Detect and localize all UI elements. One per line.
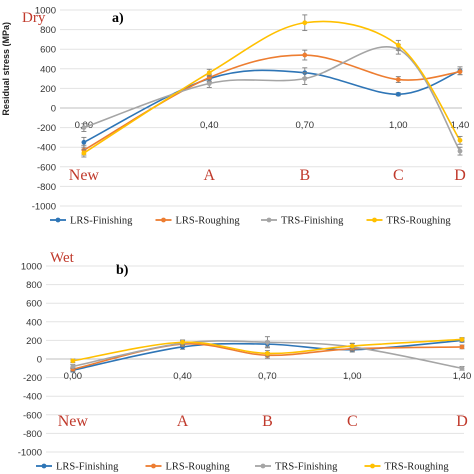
legend-marker: [260, 463, 266, 469]
data-point: [180, 339, 185, 345]
category-label-d: D: [454, 167, 466, 184]
data-point: [70, 358, 76, 364]
y-tick-label: 400: [26, 317, 42, 328]
data-point: [459, 365, 465, 371]
series-line-trs-finishing: [83, 46, 461, 152]
x-tick-label: 0,00: [64, 371, 83, 382]
data-point: [81, 125, 87, 130]
condition-label: Wet: [50, 250, 75, 266]
legend-label-lrs-roughing: LRS-Roughing: [176, 216, 241, 227]
data-point: [395, 77, 401, 82]
x-tick-label: 1,00: [389, 120, 408, 131]
category-label-a: A: [177, 413, 189, 430]
data-point: [302, 76, 308, 81]
data-point: [206, 81, 212, 86]
x-tick-label: 1,40: [451, 120, 470, 131]
legend-marker: [161, 217, 166, 223]
series-trs-roughing: [81, 14, 463, 158]
y-axis-label: Residual stress (MPa): [1, 22, 11, 116]
data-point: [457, 137, 463, 143]
legend-label-lrs-finishing: LRS-Finishing: [70, 216, 133, 227]
y-tick-label: 800: [26, 280, 42, 291]
data-point: [81, 150, 87, 156]
series-line-trs-roughing: [83, 20, 461, 154]
legend-marker: [266, 217, 272, 223]
category-label-b: B: [299, 167, 310, 184]
x-tick-label: 0,70: [296, 120, 315, 131]
category-label-c: C: [347, 413, 358, 430]
legend-marker: [55, 217, 61, 223]
panel-label: b): [116, 263, 129, 278]
x-tick-label: 0,70: [258, 371, 277, 382]
data-point: [349, 343, 355, 349]
legend: LRS-Finishing LRS-Roughing TRS-Finishing TR…: [50, 216, 451, 227]
chart-panel-dry: 1000 800 600 400 200 0 -200 -400 -600 -800 -1000 Re…: [1, 6, 469, 227]
y-tick-label: -600: [23, 410, 42, 421]
series-trs-roughing: [70, 337, 465, 364]
data-point: [457, 69, 463, 75]
x-tick-label: 1,00: [343, 371, 362, 382]
data-point: [265, 339, 270, 345]
legend-label-trs-roughing: TRS-Roughing: [385, 462, 450, 473]
x-tick-label: 1,40: [453, 371, 472, 382]
series-lrs-roughing: [81, 49, 463, 156]
y-tick-label: 600: [26, 299, 42, 310]
category-label-b: B: [262, 413, 273, 430]
category-label-d: D: [456, 413, 468, 430]
legend-marker: [151, 463, 156, 469]
series-line-lrs-finishing: [83, 69, 461, 144]
y-tick-label: -800: [37, 182, 56, 193]
data-point: [302, 52, 308, 58]
y-tick-label: -400: [37, 143, 56, 154]
legend-label-lrs-roughing: LRS-Roughing: [166, 462, 231, 473]
y-tick-label: 0: [37, 355, 42, 366]
legend-marker: [41, 463, 47, 469]
data-point: [265, 351, 270, 356]
data-point: [459, 337, 465, 342]
y-tick-label: 0: [51, 104, 56, 115]
data-point: [302, 20, 308, 26]
legend-marker: [372, 217, 377, 223]
data-point: [395, 91, 401, 97]
legend-label-lrs-finishing: LRS-Finishing: [56, 462, 119, 473]
y-tick-label: 800: [40, 25, 56, 36]
series-line-lrs-roughing: [83, 54, 461, 151]
y-tick-label: -200: [23, 373, 42, 384]
y-tick-label: 1000: [21, 262, 42, 273]
y-tick-label: -1000: [18, 448, 42, 459]
y-tick-label: 200: [40, 84, 56, 95]
y-tick-label: -600: [37, 162, 56, 173]
x-tick-label: 0,40: [173, 371, 192, 382]
y-tick-label: 600: [40, 45, 56, 56]
y-tick-label: 1000: [35, 6, 56, 17]
chart-panel-wet: 1000 800 600 400 200 0 -200 -400 -600 -800 -1000 0,…: [18, 250, 472, 473]
legend-label-trs-finishing: TRS-Finishing: [275, 462, 338, 473]
condition-label: Dry: [22, 10, 46, 26]
data-point: [81, 139, 87, 145]
x-tick-label: 0,40: [200, 120, 219, 131]
category-label-c: C: [393, 167, 404, 184]
category-label-new: New: [69, 167, 100, 184]
data-point: [70, 364, 76, 369]
y-tick-label: 200: [26, 336, 42, 347]
y-tick-label: 400: [40, 64, 56, 75]
y-tick-label: -1000: [32, 202, 56, 213]
legend-label-trs-roughing: TRS-Roughing: [387, 216, 452, 227]
data-point: [395, 42, 401, 48]
data-point: [206, 70, 212, 76]
legend-label-trs-finishing: TRS-Finishing: [281, 216, 344, 227]
panel-label: a): [112, 11, 124, 26]
y-tick-label: -200: [37, 123, 56, 134]
y-tick-label: -800: [23, 429, 42, 440]
data-point: [457, 148, 463, 154]
y-tick-label: -400: [23, 392, 42, 403]
legend: LRS-Finishing LRS-Roughing TRS-Finishing TR…: [36, 462, 449, 473]
category-label-a: A: [203, 167, 215, 184]
category-label-new: New: [58, 413, 89, 430]
series-trs-finishing: [81, 43, 463, 156]
data-point: [459, 344, 465, 350]
legend-marker: [370, 463, 375, 469]
